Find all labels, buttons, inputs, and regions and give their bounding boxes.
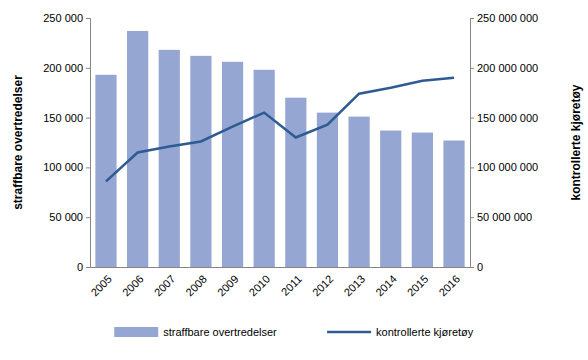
axis: 0 50 000 100 000 150 000 200 000 250 000 [43,12,90,273]
legend-swatch [327,331,371,334]
tick: 2015 [405,273,431,299]
tick-mark [470,68,474,69]
tick: 2012 [310,273,336,299]
tick: 200 000 [43,62,90,74]
bar [443,141,464,267]
tick: 2009 [215,273,241,299]
bar [254,70,275,267]
tick: 100 000 [43,161,90,173]
bar [412,133,433,267]
tick-label: 0 [77,261,83,273]
chart: 0 50 000 100 000 150 000 200 000 250 000 0 50 0… [0,0,588,360]
tick: 50 000 000 [470,211,532,223]
tick-label: 50 000 [49,211,83,223]
bar [159,50,180,267]
tick-label: 250 000 [43,12,83,24]
legend-item: kontrollerte kjøretøy [327,326,474,338]
tick-label: 250 000 000 [477,12,538,24]
legend-label: kontrollerte kjøretøy [376,326,474,338]
tick-label: 2012 [310,273,336,299]
tick-label: 100 000 [43,161,83,173]
bar [127,31,148,267]
legend-swatch [114,327,158,337]
tick-label: 2005 [88,273,114,299]
tick-mark [86,118,90,119]
tick-label: 0 [477,261,483,273]
tick: 200 000 000 [470,62,538,74]
tick: 250 000 000 [470,12,538,24]
tick-mark [470,18,474,19]
tick-label: 2015 [405,273,431,299]
tick-mark [470,118,474,119]
tick-label: 2010 [247,273,273,299]
tick-label: 200 000 [43,62,83,74]
tick: 2008 [183,273,209,299]
tick-mark [470,217,474,218]
tick-label: 2009 [215,273,241,299]
tick: 2016 [436,273,462,299]
tick-label: 200 000 000 [477,62,538,74]
tick: 50 000 [49,211,90,223]
axis-line [86,19,91,268]
tick-label: 2006 [120,273,146,299]
tick: 2010 [247,273,273,299]
tick: 150 000 000 [470,112,538,124]
bar [380,131,401,267]
tick-mark [86,167,90,168]
tick-label: 2011 [279,273,304,298]
legend: straffbare overtredelser kontrollerte kjø… [114,326,474,338]
tick: 0 [77,261,90,273]
axis-title: kontrollerte kjøretøy [569,84,583,200]
tick-mark [86,68,90,69]
bar [95,75,116,267]
tick-label: 2014 [373,273,399,299]
tick: 2014 [373,273,399,299]
axis: 2005200620072008200920102011201220132014… [88,268,470,299]
tick-mark [86,267,90,268]
marks [95,31,464,267]
tick-label: 2016 [436,273,462,299]
bar [349,117,370,267]
tick-label: 2007 [152,273,178,299]
tick-label: 100 000 000 [477,161,538,173]
tick: 0 [470,261,483,273]
bar [190,56,211,267]
axis-title: straffbare overtredelser [11,75,25,210]
bar [222,62,243,267]
tick-label: 150 000 000 [477,112,538,124]
legend-item: straffbare overtredelser [114,326,277,338]
tick: 2007 [152,273,178,299]
tick-label: 2008 [183,273,209,299]
bar [285,98,306,267]
legend-label: straffbare overtredelser [163,326,277,338]
tick: 100 000 000 [470,161,538,173]
tick-mark [470,267,474,268]
tick: 2011 [279,273,304,298]
axis: 0 50 000 000 100 000 000 150 000 000 200 000… [470,12,538,273]
tick: 2013 [341,273,367,299]
tick: 150 000 [43,112,90,124]
tick-mark [86,217,90,218]
tick-mark [470,167,474,168]
line [106,78,454,182]
plot: 0 50 000 100 000 150 000 200 000 250 000 0 50 0… [43,12,538,298]
tick-label: 50 000 000 [477,211,532,223]
tick-label: 2013 [341,273,367,299]
axis-line [91,267,471,268]
tick-mark [86,18,90,19]
tick: 2005 [88,273,114,299]
bar [317,113,338,267]
tick: 2006 [120,273,146,299]
tick-label: 150 000 [43,112,83,124]
tick: 250 000 [43,12,90,24]
axis-line [471,19,475,268]
